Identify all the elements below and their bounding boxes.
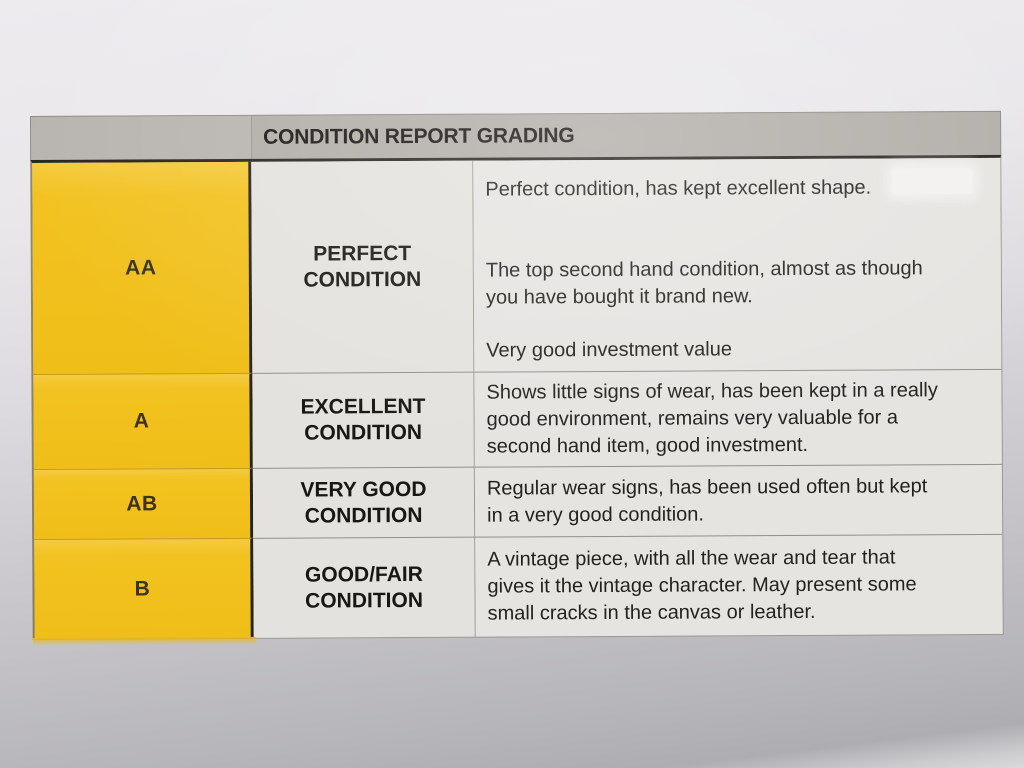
description-line: in a very good condition. bbox=[487, 503, 704, 527]
table-title: CONDITION REPORT GRADING bbox=[263, 123, 575, 149]
header-spacer-cell bbox=[31, 115, 253, 160]
description-line: The top second hand condition, almost as… bbox=[485, 257, 923, 282]
description-line: Regular wear signs, has been used often … bbox=[486, 475, 928, 500]
condition-name-cell: VERY GOOD CONDITION bbox=[252, 466, 476, 538]
grade-cell: AA bbox=[32, 161, 253, 374]
table-header-row: CONDITION REPORT GRADING bbox=[30, 110, 1002, 160]
description-line: small cracks in the canvas or leather. bbox=[487, 600, 816, 625]
table-row-aa: AA PERFECT CONDITION Perfect condition, … bbox=[32, 157, 1002, 374]
description-paragraph: Very good investment value bbox=[486, 335, 1001, 365]
condition-grading-table: CONDITION REPORT GRADING AA PERFECT COND… bbox=[30, 110, 1004, 646]
table-body: AA PERFECT CONDITION Perfect condition, … bbox=[30, 154, 1004, 646]
grade-column-bottom-edge bbox=[32, 636, 256, 646]
whiteout-patch bbox=[892, 168, 973, 195]
description-paragraph: A vintage piece, with all the wear and t… bbox=[487, 544, 1002, 628]
table-row-ab: AB VERY GOOD CONDITION Regular wear sign… bbox=[33, 463, 1003, 539]
condition-name-cell: GOOD/FAIR CONDITION bbox=[253, 536, 476, 638]
grade-cell: B bbox=[34, 537, 254, 639]
description-paragraph: Regular wear signs, has been used often … bbox=[487, 473, 1002, 530]
description-line: good environment, remains very valuable … bbox=[486, 406, 898, 431]
description-line: second hand item, good investment. bbox=[486, 433, 809, 458]
description-cell: Perfect condition, has kept excellent sh… bbox=[473, 157, 1002, 372]
condition-name-cell: EXCELLENT CONDITION bbox=[252, 371, 475, 468]
grade-code: A bbox=[133, 409, 150, 433]
description-paragraph: Shows little signs of wear, has been kep… bbox=[486, 377, 1001, 461]
condition-name: PERFECT CONDITION bbox=[303, 241, 422, 292]
grade-code: B bbox=[134, 576, 151, 600]
description-line: Very good investment value bbox=[486, 338, 732, 362]
table-row-a: A EXCELLENT CONDITION Shows little signs… bbox=[33, 368, 1002, 469]
grade-code: AA bbox=[125, 255, 157, 280]
condition-name-cell: PERFECT CONDITION bbox=[251, 160, 475, 373]
condition-name: VERY GOOD CONDITION bbox=[300, 477, 427, 528]
description-paragraph: The top second hand condition, almost as… bbox=[486, 255, 1001, 312]
description-line: Shows little signs of wear, has been kep… bbox=[486, 379, 938, 404]
description-line: gives it the vintage character. May pres… bbox=[487, 573, 917, 598]
table-row-b: B GOOD/FAIR CONDITION A vintage piece, w… bbox=[34, 533, 1003, 639]
description-cell: Regular wear signs, has been used often … bbox=[474, 463, 1003, 537]
description-line: you have bought it brand new. bbox=[485, 285, 753, 309]
grade-cell: AB bbox=[33, 467, 254, 539]
condition-name: EXCELLENT CONDITION bbox=[300, 394, 426, 445]
description-cell: A vintage piece, with all the wear and t… bbox=[475, 533, 1003, 637]
description-cell: Shows little signs of wear, has been kep… bbox=[474, 368, 1002, 467]
grade-cell: A bbox=[33, 372, 253, 469]
description-line: A vintage piece, with all the wear and t… bbox=[487, 546, 896, 571]
condition-name: GOOD/FAIR CONDITION bbox=[304, 562, 424, 613]
grade-code: AB bbox=[126, 491, 158, 516]
